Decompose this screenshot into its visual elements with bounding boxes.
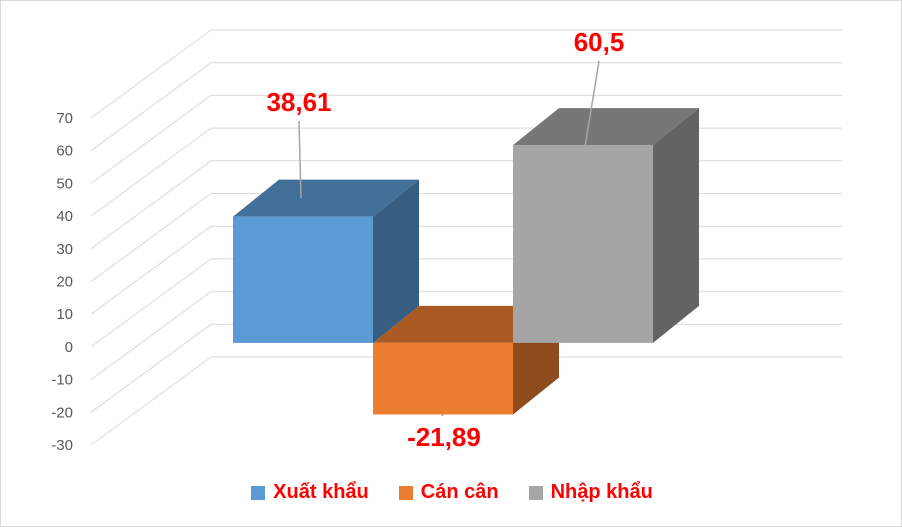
gridline-side [90,160,212,250]
data-label-leader [298,120,302,199]
data-label: -21,89 [407,422,481,452]
bar [233,216,373,343]
legend-item-nhap-khau: Nhập khẩu [528,481,653,504]
data-label: 38,61 [266,87,331,117]
y-tick-label: -20 [51,404,73,421]
legend-item-xuat-khau: Xuất khẩu [251,481,369,504]
gridline-side [90,29,212,119]
chart-plot: 70 60 50 40 30 20 10 0 -10 -20 -30 38,61 -21,89 60,5 [51,27,842,454]
y-tick-label: 40 [56,208,73,225]
data-label-leader [584,60,600,148]
gridline-side [90,127,212,217]
bar [513,145,653,343]
y-tick-label: 50 [56,175,73,192]
gridline-side [90,356,212,446]
y-tick-label: 60 [56,143,73,160]
gridline-side [90,62,212,152]
bar-side-face [373,179,419,343]
data-label-leader [441,414,444,417]
y-tick-label: 10 [56,306,73,323]
legend-swatch [528,485,543,500]
y-tick-label: 70 [56,110,73,127]
y-tick-label: -10 [51,372,73,389]
y-tick-label: 0 [65,339,73,356]
legend-label: Nhập khẩu [550,481,653,503]
gridline-side [90,291,212,381]
data-label: 60,5 [574,27,625,57]
gridline-side [90,94,212,184]
gridline-side [90,323,212,413]
bar-top-face [513,108,699,146]
gridline-side [90,258,212,348]
y-tick-label: 20 [56,274,73,291]
bar [373,342,513,415]
legend-label: Xuất khẩu [273,481,369,503]
bar-top-face [233,179,419,217]
y-tick-label: 30 [56,241,73,258]
bar-side-face [653,108,699,343]
bar-top-face [373,305,559,343]
legend-label: Cán cân [420,481,499,503]
gridline-side [90,193,212,282]
legend-swatch [251,485,266,500]
legend-swatch [398,485,413,500]
y-tick-label: -30 [51,437,73,454]
chart-legend: Xuất khẩu Cán cân Nhập khẩu [1,481,902,504]
legend-item-can-can: Cán cân [398,481,499,504]
gridline-side [90,225,212,315]
